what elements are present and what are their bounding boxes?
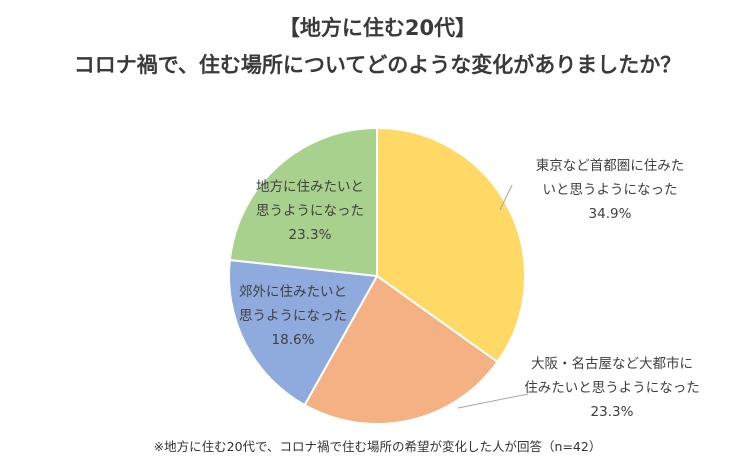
data-label-value-1: 34.9%: [589, 206, 632, 222]
data-label-text-4: 思うようになった: [256, 203, 364, 219]
data-label-text-1: 東京など首都圏に住みた: [536, 158, 685, 174]
pie-slice-4: [228, 126, 378, 278]
data-label-text-4: 地方に住みたいと: [256, 179, 364, 195]
data-label-value-4: 23.3%: [289, 227, 332, 243]
leader-line-2: [457, 393, 529, 409]
pie-slice-3: [228, 258, 379, 407]
data-label-value-3: 18.6%: [272, 332, 315, 348]
data-label-text-2: 住みたいと思うようになった: [524, 380, 700, 396]
chart-title: 【地方に住む20代】: [278, 16, 477, 40]
pie-slice-1: [376, 126, 526, 364]
chart-subtitle: コロナ禍で、住む場所についてどのような変化がありましたか？: [73, 53, 682, 77]
data-label-text-3: 郊外に住みたいと: [239, 283, 347, 300]
data-label-text-2: 大阪・名古屋など大都市に: [531, 355, 693, 372]
data-label-value-2: 23.3%: [591, 404, 634, 420]
data-label-text-3: 思うようになった: [239, 308, 347, 324]
data-label-text-1: いと思うようになった: [543, 182, 678, 198]
leader-line-1: [499, 184, 513, 211]
pie-slice-2: [303, 274, 499, 425]
footnote: ※地方に住む20代で、コロナ禍で住む場所の希望が変化した人が回答（n=42）: [153, 439, 602, 454]
